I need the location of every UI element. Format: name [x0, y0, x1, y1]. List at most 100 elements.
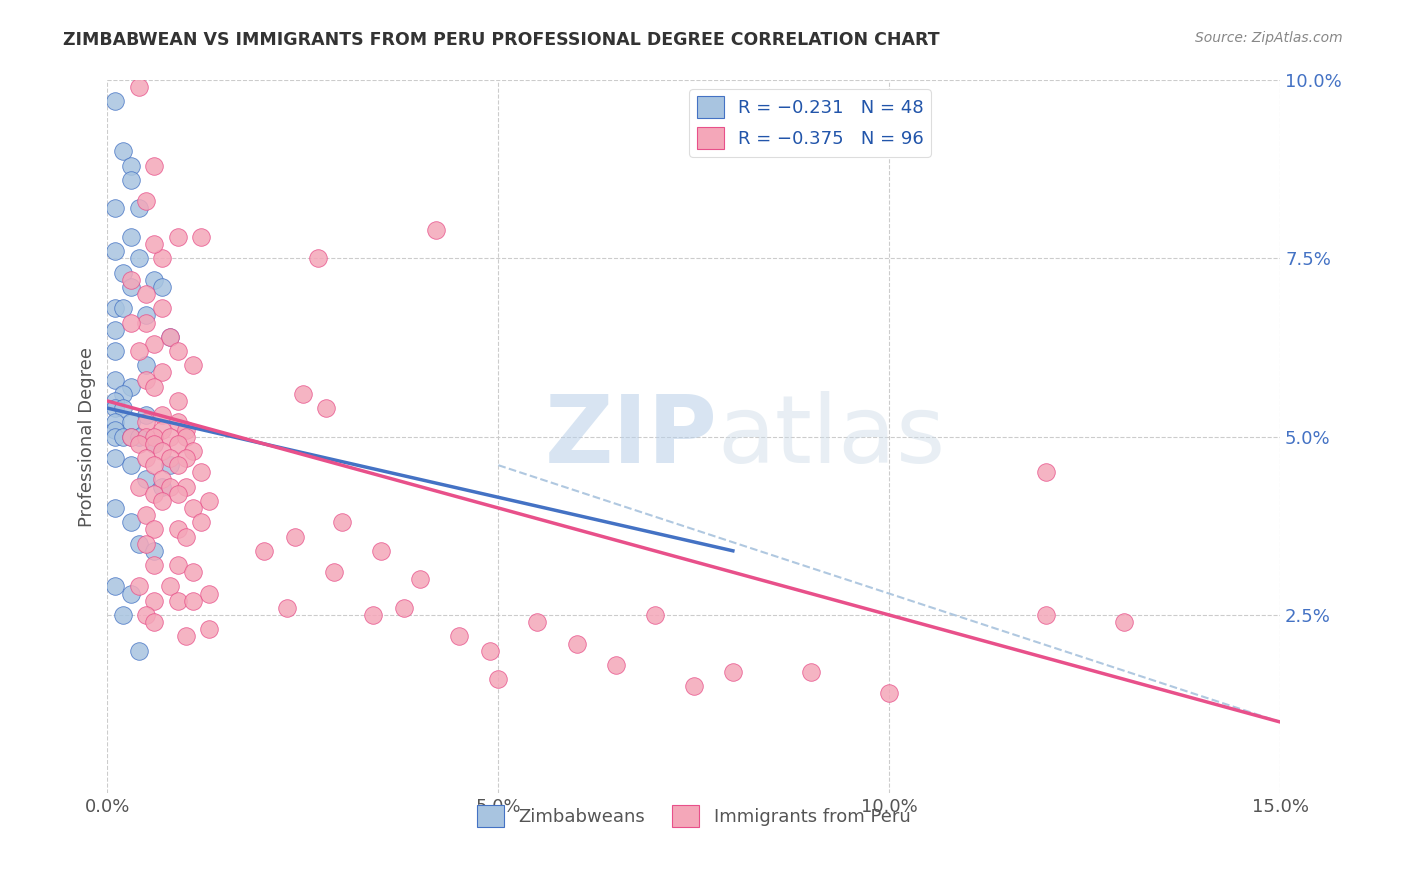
Point — [174, 629, 197, 643]
Point — [120, 280, 142, 294]
Point — [150, 444, 173, 458]
Point — [143, 430, 166, 444]
Point — [120, 586, 142, 600]
Text: atlas: atlas — [717, 391, 945, 483]
Point — [605, 657, 627, 672]
Point — [361, 607, 384, 622]
Point — [120, 416, 142, 430]
Point — [128, 252, 150, 266]
Point — [143, 437, 166, 451]
Point — [135, 536, 157, 550]
Point — [183, 593, 205, 607]
Point — [526, 615, 548, 629]
Point — [425, 223, 447, 237]
Point — [120, 173, 142, 187]
Text: Source: ZipAtlas.com: Source: ZipAtlas.com — [1195, 31, 1343, 45]
Point — [150, 409, 173, 423]
Legend: Zimbabweans, Immigrants from Peru: Zimbabweans, Immigrants from Peru — [470, 797, 918, 834]
Point — [128, 579, 150, 593]
Point — [150, 280, 173, 294]
Point — [120, 316, 142, 330]
Point — [143, 273, 166, 287]
Point — [111, 145, 134, 159]
Point — [111, 401, 134, 416]
Point — [128, 536, 150, 550]
Point — [479, 643, 502, 657]
Point — [135, 194, 157, 209]
Point — [143, 558, 166, 572]
Point — [104, 423, 127, 437]
Point — [104, 401, 127, 416]
Point — [143, 380, 166, 394]
Y-axis label: Professional Degree: Professional Degree — [79, 347, 96, 526]
Point — [284, 529, 307, 543]
Point — [128, 480, 150, 494]
Point — [166, 487, 188, 501]
Point — [166, 437, 188, 451]
Point — [159, 330, 181, 344]
Point — [104, 202, 127, 216]
Point — [159, 430, 181, 444]
Point — [120, 159, 142, 173]
Point — [104, 323, 127, 337]
Point — [449, 629, 471, 643]
Point — [190, 516, 212, 530]
Point — [323, 565, 346, 579]
Point — [682, 679, 704, 693]
Point — [150, 252, 173, 266]
Point — [104, 501, 127, 516]
Point — [150, 480, 173, 494]
Point — [198, 494, 221, 508]
Point — [565, 636, 588, 650]
Point — [183, 444, 205, 458]
Point — [370, 543, 392, 558]
Point — [166, 523, 188, 537]
Point — [143, 543, 166, 558]
Point — [143, 159, 166, 173]
Point — [174, 529, 197, 543]
Point — [104, 416, 127, 430]
Point — [253, 543, 276, 558]
Point — [183, 359, 205, 373]
Point — [166, 394, 188, 409]
Point — [800, 665, 823, 679]
Point — [128, 80, 150, 95]
Point — [135, 359, 157, 373]
Point — [135, 508, 157, 523]
Point — [143, 237, 166, 252]
Point — [135, 416, 157, 430]
Point — [135, 373, 157, 387]
Point — [276, 600, 298, 615]
Point — [111, 387, 134, 401]
Point — [143, 593, 166, 607]
Point — [159, 451, 181, 466]
Point — [104, 244, 127, 259]
Point — [183, 501, 205, 516]
Point — [120, 430, 142, 444]
Point — [135, 309, 157, 323]
Point — [198, 586, 221, 600]
Point — [128, 430, 150, 444]
Point — [120, 230, 142, 244]
Point — [190, 466, 212, 480]
Text: ZIP: ZIP — [544, 391, 717, 483]
Point — [120, 273, 142, 287]
Point — [120, 458, 142, 473]
Point — [486, 672, 509, 686]
Point — [120, 380, 142, 394]
Point — [120, 516, 142, 530]
Point — [104, 451, 127, 466]
Point — [111, 430, 134, 444]
Point — [308, 252, 330, 266]
Point — [159, 480, 181, 494]
Point — [166, 230, 188, 244]
Point — [159, 458, 181, 473]
Point — [104, 373, 127, 387]
Point — [291, 387, 314, 401]
Point — [128, 202, 150, 216]
Point — [104, 394, 127, 409]
Point — [394, 600, 416, 615]
Point — [104, 430, 127, 444]
Point — [150, 494, 173, 508]
Point — [111, 607, 134, 622]
